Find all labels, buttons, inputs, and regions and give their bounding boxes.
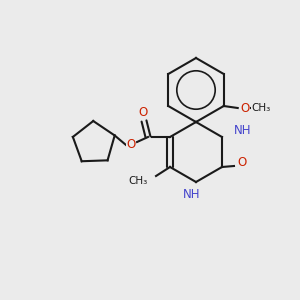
Text: CH₃: CH₃ (251, 103, 270, 113)
Text: CH₃: CH₃ (129, 176, 148, 186)
Text: O: O (237, 157, 247, 169)
Text: O: O (138, 106, 148, 118)
Text: O: O (240, 101, 249, 115)
Text: O: O (126, 139, 136, 152)
Text: NH: NH (183, 188, 201, 200)
Text: NH: NH (234, 124, 251, 137)
